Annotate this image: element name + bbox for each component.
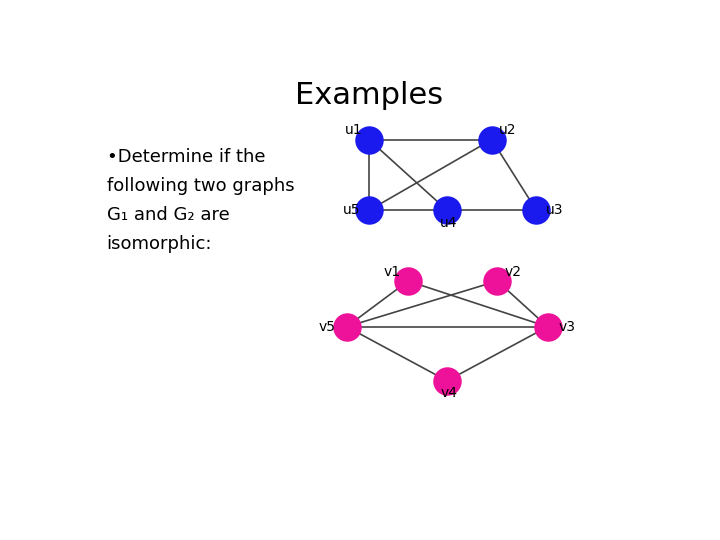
Point	[486, 136, 498, 144]
Text: v5: v5	[318, 320, 335, 334]
Text: u3: u3	[546, 204, 564, 217]
Text: v4: v4	[441, 386, 457, 400]
Text: u5: u5	[343, 204, 360, 217]
Text: u1: u1	[345, 124, 362, 138]
Text: v2: v2	[505, 265, 521, 279]
Text: Examples: Examples	[295, 82, 443, 111]
Text: v3: v3	[559, 320, 575, 334]
Text: v1: v1	[384, 265, 401, 279]
Text: u2: u2	[499, 124, 516, 138]
Text: following two graphs: following two graphs	[107, 177, 294, 195]
Point	[364, 206, 375, 214]
Text: u4: u4	[440, 216, 457, 230]
Point	[441, 376, 453, 385]
Point	[492, 276, 503, 285]
Text: •Determine if the: •Determine if the	[107, 148, 265, 166]
Text: G₁ and G₂ are: G₁ and G₂ are	[107, 206, 230, 224]
Point	[531, 206, 542, 214]
Point	[341, 322, 353, 331]
Point	[364, 136, 375, 144]
Point	[441, 206, 453, 214]
Point	[402, 276, 414, 285]
Text: isomorphic:: isomorphic:	[107, 235, 212, 253]
Point	[541, 322, 553, 331]
